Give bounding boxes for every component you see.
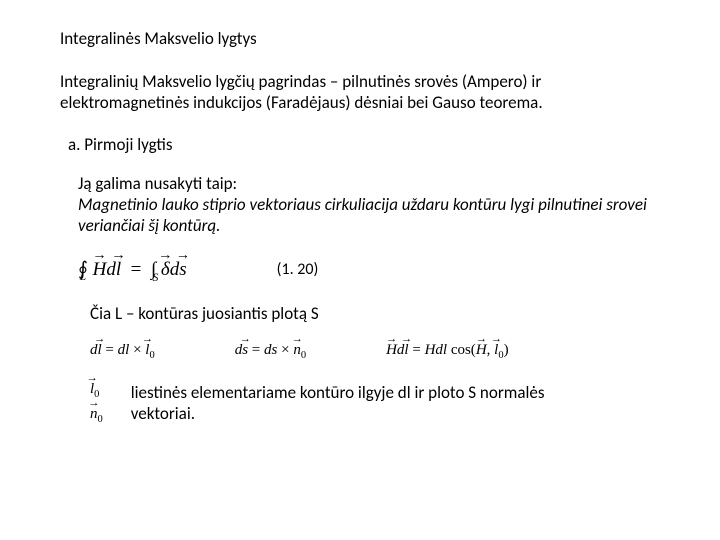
equation-row: ∮L Hdl = ∫S δds (1. 20) xyxy=(78,258,660,281)
small-equations-row: dl = dl × l0 ds = ds × n0 Hdl = Hdl cos(… xyxy=(90,342,660,361)
description-block: Ją galima nusakyti taip: Magnetinio lauk… xyxy=(78,173,660,237)
equation-number: (1. 20) xyxy=(277,260,319,279)
subheading-a: a. Pirmoji lygtis xyxy=(68,134,660,155)
unit-vectors: l0 n0 xyxy=(90,381,103,425)
bottom-text: liestinės elementariame kontūro ilgyje d… xyxy=(131,382,551,425)
desc-line-1: Ją galima nusakyti taip: xyxy=(78,173,660,194)
intro-paragraph: Integralinių Maksvelio lygčių pagrindas … xyxy=(60,71,660,114)
vec-n0: n0 xyxy=(90,406,103,425)
eq-hdl: Hdl = Hdl cos(H, l0) xyxy=(386,342,509,361)
note-contour: Čia L – kontūras juosiantis plotą S xyxy=(90,303,660,324)
equation-main: ∮L Hdl = ∫S δds xyxy=(78,258,187,281)
desc-line-2: Magnetinio lauko stiprio vektoriaus cirk… xyxy=(78,194,660,237)
eq-ds: ds = ds × n0 xyxy=(235,342,306,361)
page-title: Integralinės Maksvelio lygtys xyxy=(60,28,660,49)
eq-dl: dl = dl × l0 xyxy=(90,342,155,361)
bottom-row: l0 n0 liestinės elementariame kontūro il… xyxy=(90,381,660,425)
